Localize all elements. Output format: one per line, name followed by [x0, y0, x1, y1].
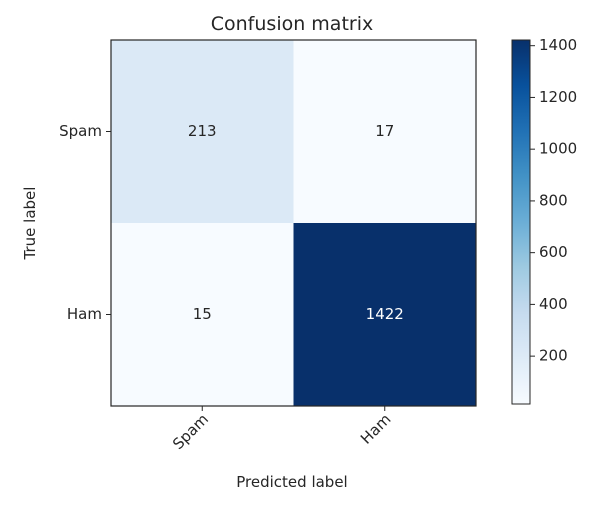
colorbar-tick-label: 600 [539, 243, 568, 261]
x-axis-label: Predicted label [236, 473, 347, 491]
colorbar-tick-label: 400 [539, 295, 568, 313]
y-axis-ticks: Spam Ham [59, 122, 111, 323]
y-tick-label: Spam [59, 122, 102, 140]
heatmap-cell-labels: 213 17 15 1422 [188, 122, 404, 323]
colorbar-tick-label: 1200 [539, 88, 577, 106]
colorbar-tick-label: 1400 [539, 36, 577, 54]
x-tick-label: Ham [357, 410, 395, 448]
colorbar-tick-label: 1000 [539, 140, 577, 158]
colorbar-tick-label: 800 [539, 191, 568, 209]
cell-value-label: 17 [375, 122, 394, 140]
heatmap-cell [111, 40, 294, 223]
cell-value-label: 1422 [366, 305, 404, 323]
chart-title: Confusion matrix [211, 13, 373, 35]
heatmap-cell [293, 223, 476, 406]
cell-value-label: 15 [193, 305, 212, 323]
heatmap-cells [111, 40, 476, 406]
heatmap-cell [293, 40, 476, 223]
colorbar-ticks: 200 400 600 800 1000 1200 1400 [530, 36, 577, 365]
plot-frame [110, 39, 477, 407]
x-axis-ticks: Spam Ham [169, 406, 395, 453]
cell-value-label: 213 [188, 122, 217, 140]
colorbar [511, 39, 531, 405]
x-tick-label: Spam [169, 410, 212, 453]
y-tick-label: Ham [67, 305, 102, 323]
heatmap-cell [111, 223, 294, 406]
y-axis-label: True label [21, 187, 39, 261]
colorbar-tick-label: 200 [539, 347, 568, 365]
